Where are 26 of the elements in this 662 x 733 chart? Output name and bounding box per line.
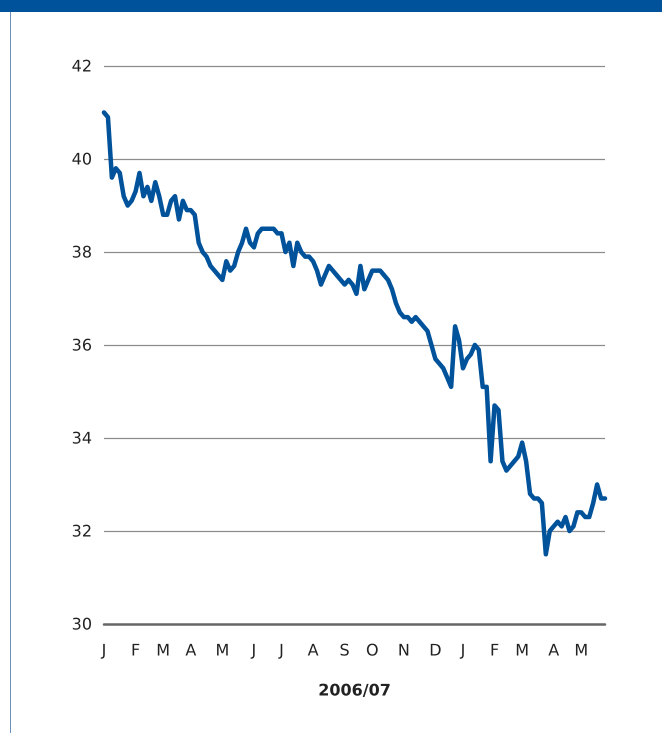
y-tick-label: 40 [72, 150, 92, 168]
x-tick-label: A [548, 640, 560, 660]
x-tick-label: J [100, 640, 106, 660]
x-tick-label: J [250, 640, 256, 660]
y-tick-label: 38 [72, 242, 92, 262]
x-tick-label: M [215, 640, 230, 660]
y-tick-label: 36 [72, 336, 92, 354]
x-axis-title: 2006/07 [318, 680, 391, 700]
x-tick-label: M [574, 640, 588, 660]
y-tick-label: 34 [72, 428, 92, 448]
x-tick-label: S [340, 640, 350, 660]
x-tick-label: J [278, 640, 284, 660]
x-tick-label: A [185, 640, 196, 660]
x-tick-label: N [398, 640, 410, 660]
x-tick-label: J [460, 640, 466, 660]
y-tick-label: 42 [72, 56, 92, 76]
x-tick-label: A [308, 640, 319, 660]
x-tick-label: F [490, 640, 500, 660]
x-tick-label: O [366, 640, 379, 660]
y-tick-label: 32 [72, 522, 92, 540]
x-tick-label: M [515, 640, 530, 660]
x-tick-label: D [429, 640, 442, 660]
x-tick-label: F [130, 640, 140, 660]
x-tick-label: M [156, 640, 170, 660]
line-series [102, 110, 608, 556]
y-tick-label: 30 [72, 614, 92, 634]
